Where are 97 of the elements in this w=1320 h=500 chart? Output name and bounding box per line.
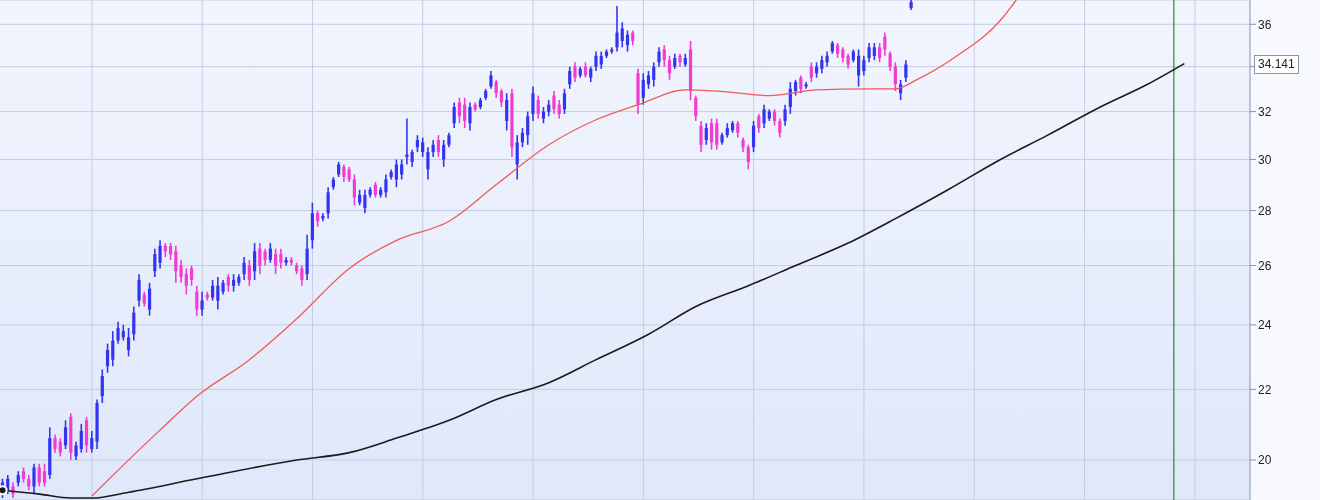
candlestick [762, 103, 766, 129]
candlestick [468, 101, 472, 132]
candlestick [179, 259, 183, 284]
candlestick [615, 5, 619, 53]
text: 34.141 [1254, 54, 1299, 74]
candlestick [652, 61, 656, 88]
candlestick [867, 42, 871, 64]
candlestick [426, 146, 430, 181]
candlestick [153, 247, 157, 278]
line-series [91, 0, 1017, 497]
candlestick [568, 65, 572, 90]
candlestick [279, 247, 283, 270]
candlestick [746, 143, 750, 171]
candlestick [888, 50, 892, 72]
candlestick [452, 101, 456, 129]
candlestick [105, 342, 110, 374]
candlestick [189, 264, 194, 287]
candlestick [53, 433, 57, 454]
candlestick [268, 242, 272, 264]
candlestick [878, 42, 882, 64]
candlestick [662, 44, 666, 68]
y-tick-label: 26 [1258, 258, 1272, 273]
candlestick [862, 55, 866, 77]
candlestick [111, 330, 115, 367]
candlestick [258, 242, 262, 275]
candlestick [363, 188, 367, 215]
y-tick-label: 24 [1258, 318, 1272, 333]
candlestick [573, 61, 577, 83]
candlestick [352, 173, 356, 207]
candlestick [37, 462, 41, 488]
candlestick [200, 290, 204, 317]
candlestick [778, 117, 782, 139]
y-tick-label: 30 [1258, 152, 1272, 167]
candlestick [505, 92, 509, 132]
candlestick [667, 55, 672, 81]
candlestick [326, 186, 330, 220]
y-tick-label: 22 [1258, 382, 1272, 397]
candlestick [783, 103, 787, 127]
candlestick [126, 327, 131, 358]
y-tick-label: 36 [1258, 17, 1272, 32]
candlestick [74, 440, 78, 461]
candlestick [100, 368, 104, 404]
candlestick [174, 245, 178, 284]
candlestick [421, 136, 425, 158]
candlestick [715, 117, 719, 151]
candlestick [904, 59, 908, 83]
candlestick [536, 94, 540, 120]
candlestick [757, 113, 761, 134]
candlestick [384, 173, 388, 199]
candlestick [515, 134, 519, 181]
candlestick [620, 21, 624, 49]
candlestick [531, 85, 535, 122]
candlestick [116, 320, 120, 345]
candlestick [694, 94, 698, 122]
candlestick [242, 256, 246, 281]
candlestick [137, 273, 141, 308]
candlestick [405, 117, 409, 166]
candlestick [499, 88, 504, 108]
candlestick [463, 97, 467, 129]
candlestick [457, 97, 462, 125]
candlestick [400, 158, 404, 181]
candlestick [436, 134, 441, 158]
candlestick [216, 276, 220, 311]
candlestick [699, 120, 703, 153]
candlestick [709, 117, 714, 151]
candlestick [147, 282, 152, 317]
candlestick [657, 46, 661, 68]
y-tick-label: 32 [1258, 104, 1272, 119]
candlestick [195, 284, 199, 317]
candlestick [552, 90, 556, 115]
candlestick [562, 88, 567, 115]
candlestick [300, 264, 304, 287]
candlestick [210, 279, 215, 302]
candlestick [79, 423, 83, 454]
candlestick [253, 242, 257, 281]
candlestick [594, 50, 598, 72]
candlestick [184, 267, 188, 296]
candlestick [893, 61, 897, 92]
candlestick [132, 305, 136, 342]
candlestick [856, 48, 861, 88]
candlestick [58, 437, 62, 458]
y-tick-label: 28 [1258, 203, 1272, 218]
candlestick [90, 430, 94, 454]
candlestick [247, 259, 251, 287]
candlestick [274, 247, 278, 275]
candlestick [751, 120, 756, 153]
candlestick [641, 72, 645, 106]
candlestick [32, 462, 36, 495]
candlestick [63, 419, 68, 450]
candlestick [809, 61, 813, 83]
candlestick [526, 110, 530, 146]
candlestick [704, 122, 708, 146]
candlestick [42, 462, 47, 488]
candlestick [394, 158, 399, 188]
y-tick-label: 20 [1258, 453, 1272, 468]
candlestick [557, 99, 561, 120]
candlestick [158, 239, 162, 270]
